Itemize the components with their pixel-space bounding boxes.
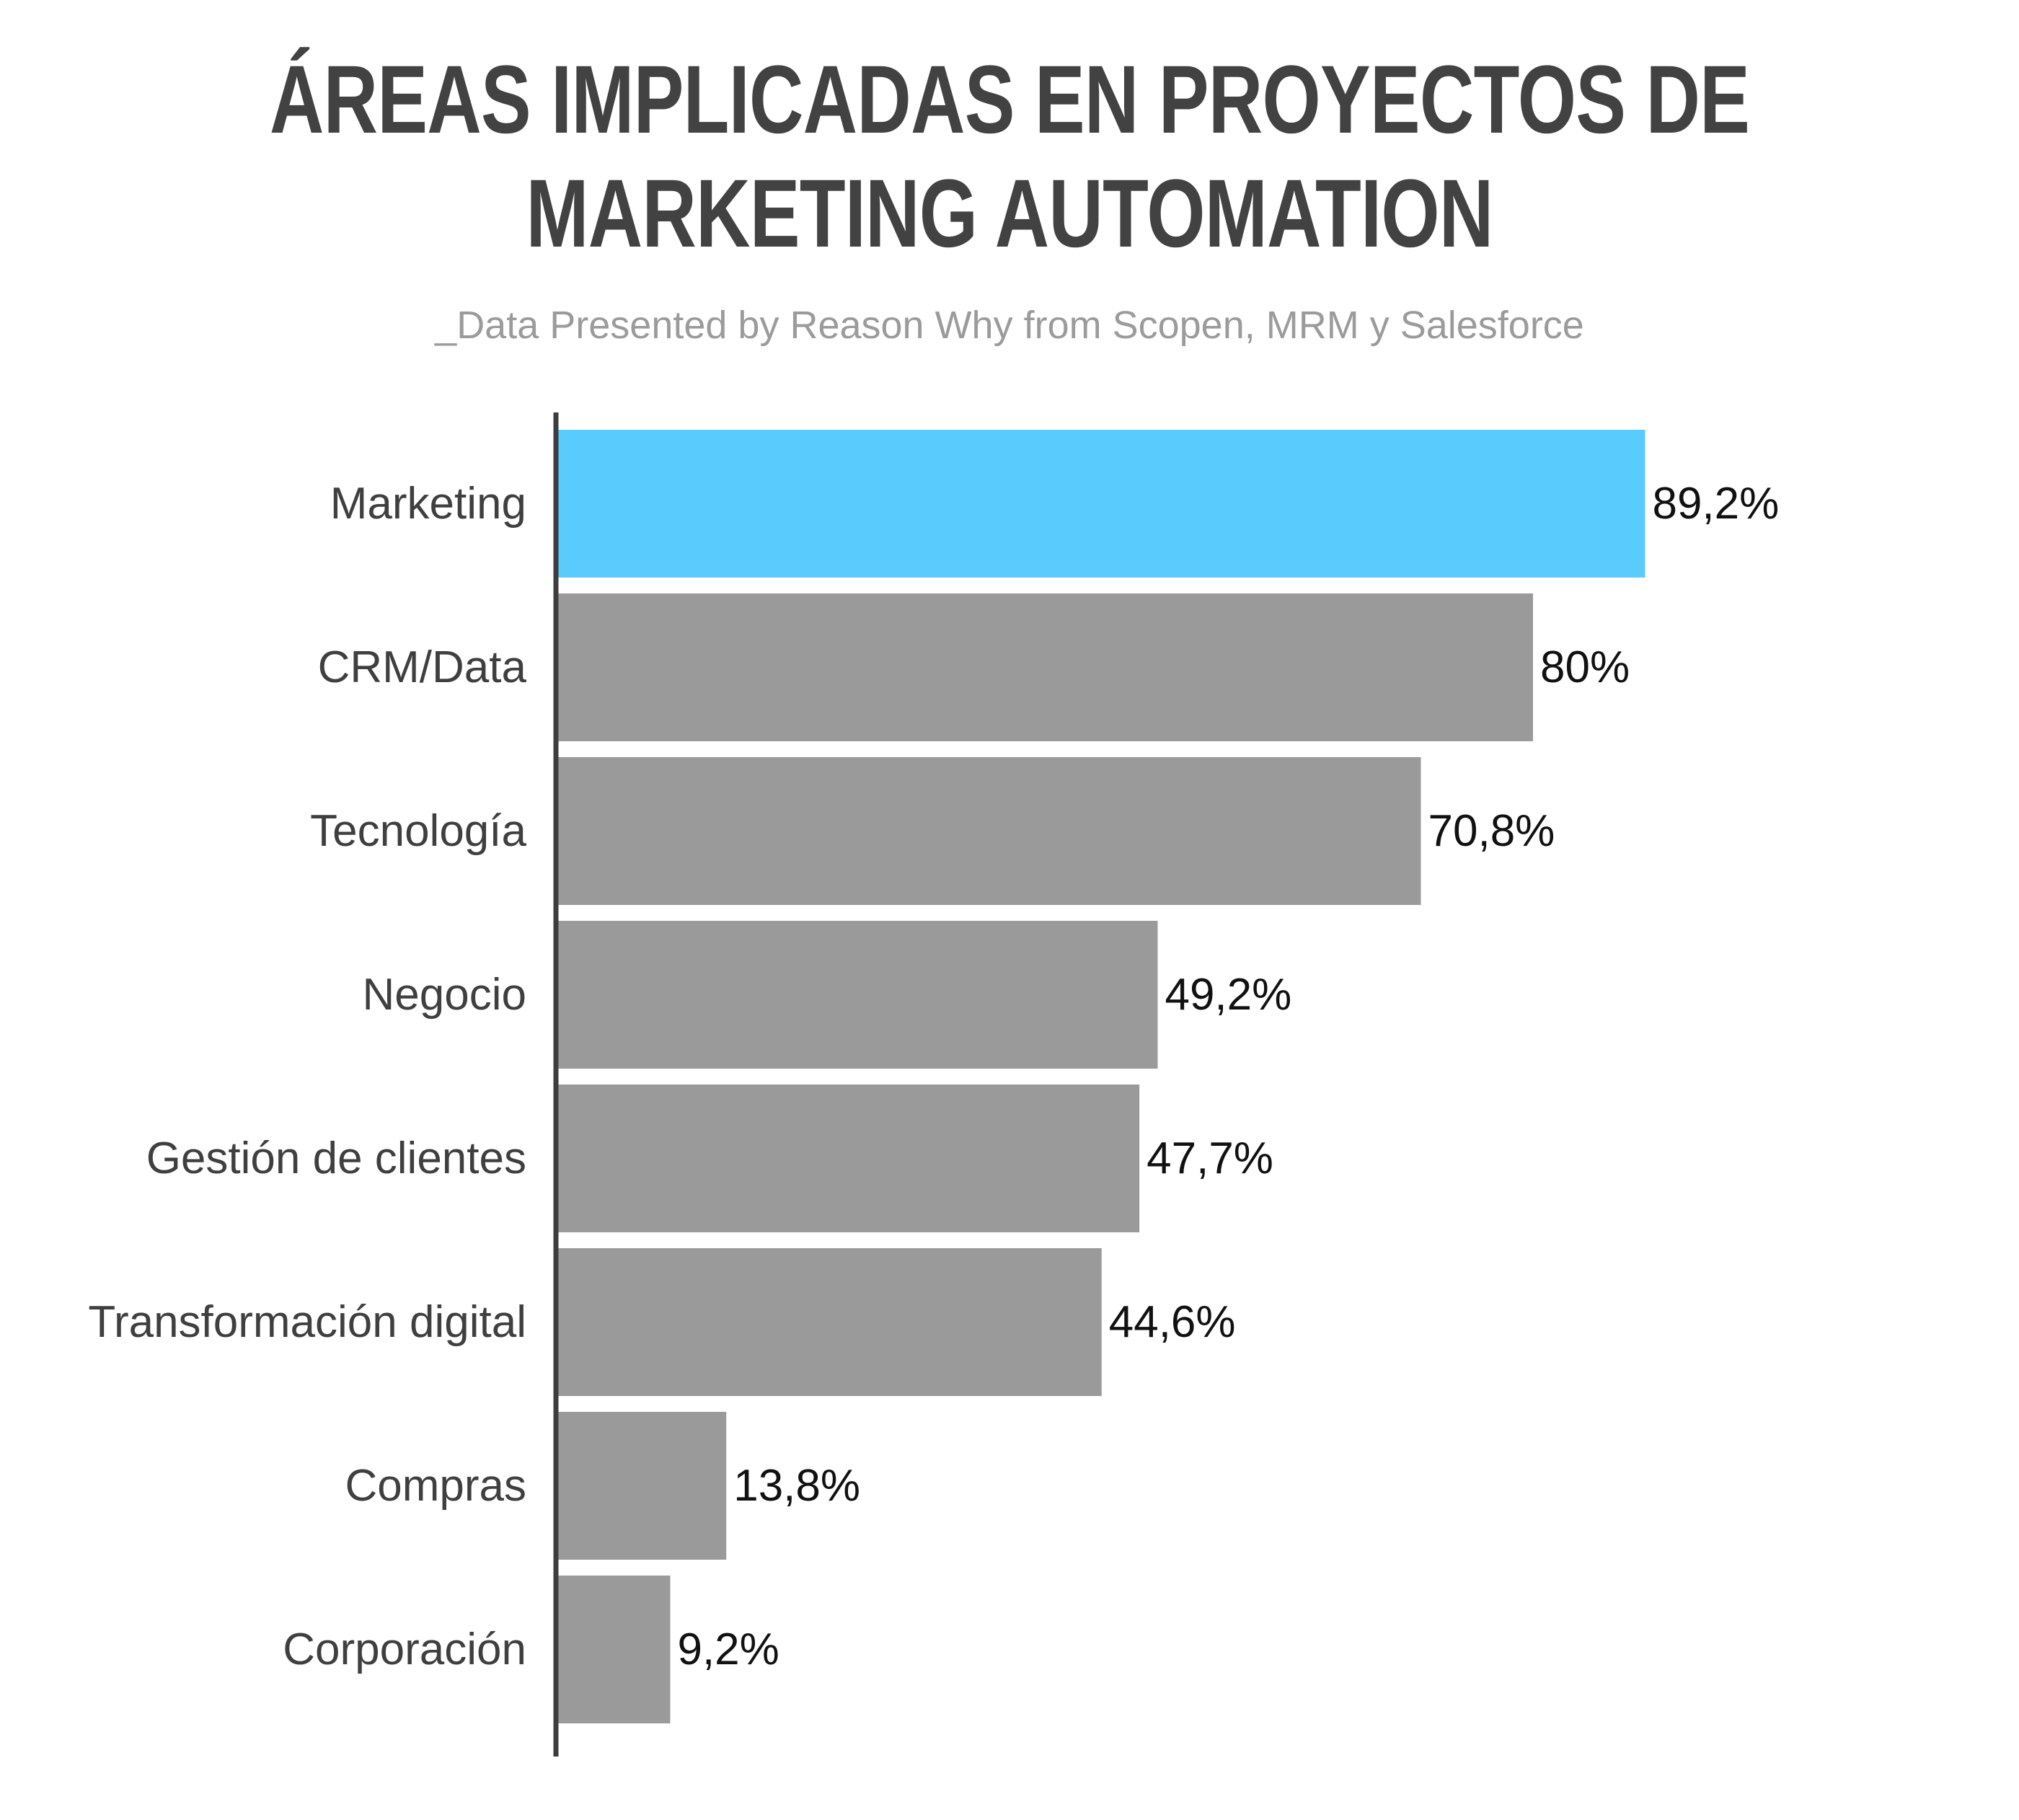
value-label-0: 89,2% — [1652, 479, 1779, 529]
value-label-4: 47,7% — [1147, 1134, 1273, 1183]
bar-5 — [558, 1248, 1102, 1396]
category-label-7: Corporación — [283, 1625, 526, 1674]
chart-title-line-2: MARKETING AUTOMATION — [526, 160, 1493, 268]
chart-subtitle: _Data Presented by Reason Why from Scope… — [435, 304, 1584, 347]
bar-0 — [558, 430, 1645, 578]
chart-title-line-1: ÁREAS IMPLICADAS EN PROYECTOS DE — [269, 46, 1750, 154]
bar-1 — [558, 593, 1533, 741]
bar-7 — [558, 1576, 671, 1723]
category-label-3: Negocio — [363, 970, 526, 1020]
value-label-3: 49,2% — [1165, 970, 1291, 1020]
value-label-7: 9,2% — [677, 1625, 779, 1674]
category-label-4: Gestión de clientes — [146, 1134, 526, 1183]
value-label-5: 44,6% — [1109, 1297, 1236, 1347]
bar-3 — [558, 921, 1158, 1069]
category-label-2: Tecnología — [310, 806, 526, 856]
category-label-1: CRM/Data — [318, 642, 527, 692]
bar-6 — [558, 1412, 727, 1560]
category-label-5: Transformación digital — [88, 1297, 526, 1347]
value-label-6: 13,8% — [733, 1461, 860, 1511]
bar-2 — [558, 757, 1421, 905]
value-label-1: 80% — [1540, 642, 1630, 692]
category-label-0: Marketing — [330, 479, 526, 529]
bar-4 — [558, 1085, 1140, 1232]
category-label-6: Compras — [345, 1461, 526, 1511]
value-label-2: 70,8% — [1428, 806, 1555, 856]
